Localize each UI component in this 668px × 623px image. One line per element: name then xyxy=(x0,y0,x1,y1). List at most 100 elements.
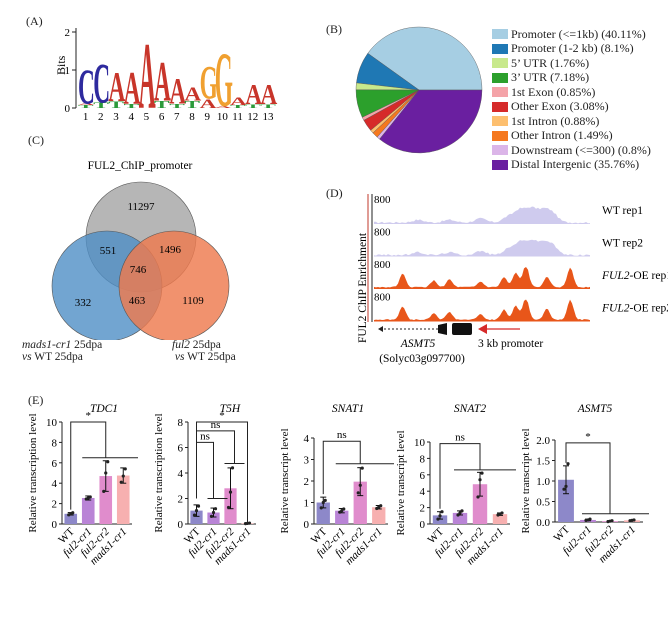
pie-legend: Promoter (<=1kb) (40.11%) Promoter (1-2 k… xyxy=(492,27,651,172)
logo-position-label: 13 xyxy=(263,111,275,120)
legend-label: Promoter (<=1kb) (40.11%) xyxy=(511,26,646,41)
significance-label: ns xyxy=(455,432,465,444)
data-point xyxy=(196,504,201,508)
significance-label: ns xyxy=(200,430,210,442)
venn-label-left: mads1-cr1 25dpa vs WT 25dpa xyxy=(22,339,102,363)
y-tick-label: 2 xyxy=(420,503,426,515)
track-signal xyxy=(374,299,590,322)
significance-bracket xyxy=(439,443,481,509)
data-point xyxy=(379,504,383,508)
bar xyxy=(452,512,468,524)
data-point xyxy=(460,509,464,513)
bar xyxy=(99,476,113,524)
venn-count-right-top: 1496 xyxy=(159,244,182,256)
logo-ytick-label: 0 xyxy=(65,103,71,115)
data-point xyxy=(192,513,197,517)
venn-count-left: 332 xyxy=(75,297,92,309)
logo-letter: A xyxy=(108,65,125,111)
data-point xyxy=(632,518,636,522)
legend-item: Downstream (<=300) (0.8%) xyxy=(492,143,651,158)
y-tick-label: 2.0 xyxy=(536,435,550,447)
track-scale: 800 xyxy=(374,227,391,239)
chart-ylabel: Relative transcript level xyxy=(279,428,291,533)
venn-label-right-ref: WT 25dpa xyxy=(184,351,236,363)
venn-label-left-vs: vs xyxy=(22,351,32,363)
data-point xyxy=(323,498,327,502)
logo-position-label: 10 xyxy=(217,111,229,120)
bar xyxy=(64,513,78,524)
legend-label: Other Exon (3.08%) xyxy=(511,99,609,114)
chart-title: ASMT5 xyxy=(577,403,613,415)
data-point xyxy=(104,471,108,475)
logo-position-label: 8 xyxy=(189,111,195,120)
bar xyxy=(372,507,386,524)
logo-letter: T xyxy=(154,99,170,111)
significance-label: * xyxy=(219,410,225,422)
y-tick-label: 8 xyxy=(178,417,184,429)
legend-item: Promoter (<=1kb) (40.11%) xyxy=(492,27,651,42)
legend-swatch xyxy=(492,101,508,112)
logo-letter: T xyxy=(93,101,109,110)
venn-label-left-stage: 25dpa xyxy=(71,339,103,351)
logo-letter: G xyxy=(215,35,233,120)
data-point xyxy=(211,510,216,515)
bar xyxy=(81,497,95,524)
data-point xyxy=(478,478,482,482)
data-point xyxy=(213,507,218,511)
legend-swatch xyxy=(492,130,508,141)
logo-letter: A xyxy=(200,97,217,112)
data-point xyxy=(102,489,106,493)
legend-item: 3’ UTR (7.18%) xyxy=(492,70,651,86)
logo-ylabel: Bits xyxy=(54,55,68,75)
legend-item: 1st Exon (0.85%) xyxy=(492,85,651,100)
logo-position-label: 7 xyxy=(174,111,180,120)
data-point xyxy=(106,460,110,464)
gene-id: (Solyc03g097700) xyxy=(379,353,465,365)
y-tick-label: 4 xyxy=(304,433,310,445)
chart-ylabel: Relative transcript level xyxy=(520,428,532,533)
gene-exon-1 xyxy=(438,323,447,335)
venn-count-top: 11297 xyxy=(127,201,155,213)
bar xyxy=(558,479,574,522)
data-point xyxy=(319,506,323,510)
venn-label-left-ref: WT 25dpa xyxy=(31,351,83,363)
data-point xyxy=(566,462,570,466)
legend-swatch xyxy=(492,29,508,40)
y-tick-label: 6 xyxy=(420,470,426,482)
logo-position-label: 6 xyxy=(159,111,165,120)
venn-count-left-right: 463 xyxy=(129,295,146,307)
chart-ylabel: Relative transcript level xyxy=(395,430,407,535)
y-tick-label: 2 xyxy=(304,476,310,488)
y-tick-label: 0 xyxy=(420,519,426,531)
logo-letter: A xyxy=(139,24,156,120)
y-tick-label: 0 xyxy=(52,519,58,531)
track-scale: 800 xyxy=(374,292,391,304)
logo-position-label: 2 xyxy=(98,111,104,120)
logo-letter: T xyxy=(184,99,200,111)
bar-chart-asmt5: ASMT5 Relative transcript level 0.0 0.5 1.0 1… xyxy=(520,403,649,565)
y-tick-label: 6 xyxy=(52,458,58,470)
data-point xyxy=(356,491,360,495)
data-point xyxy=(456,513,460,517)
venn-label-right-stage: 25dpa xyxy=(189,339,221,351)
legend-swatch xyxy=(492,159,508,170)
significance-bracket xyxy=(70,421,107,510)
logo-position-label: 9 xyxy=(204,111,210,120)
data-point xyxy=(209,514,214,518)
tracks-ylabel: FUL2 ChIP Enrichment xyxy=(357,232,369,343)
data-point xyxy=(321,500,325,505)
legend-swatch xyxy=(492,116,508,127)
logo-letter: A xyxy=(184,83,201,105)
significance-label: * xyxy=(585,431,591,443)
chart-title: T5H xyxy=(220,403,241,415)
y-tick-label: 4 xyxy=(178,468,184,480)
venn-label-right-vs: vs xyxy=(174,351,185,363)
panel-label-b: (B) xyxy=(326,22,342,36)
data-point xyxy=(562,487,566,491)
pie-chart xyxy=(355,26,483,154)
logo-letter: T xyxy=(245,103,262,109)
data-point xyxy=(342,507,346,511)
